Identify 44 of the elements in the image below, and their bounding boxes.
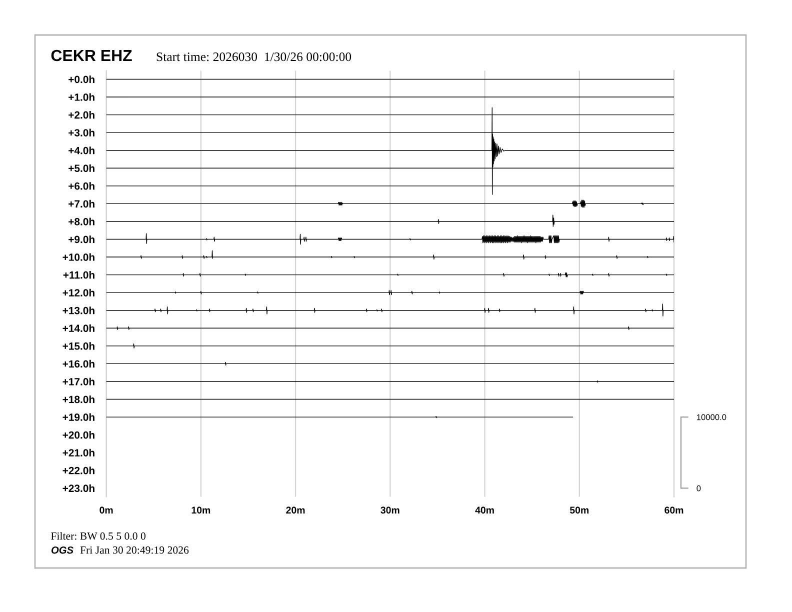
y-tick-label: +10.0h [62, 253, 94, 261]
x-tick-label: 50m [570, 506, 589, 514]
text: Filter: BW 0.5 5 0.0 0 [51, 532, 146, 540]
text: OGS [51, 546, 74, 554]
y-tick-label: +22.0h [62, 466, 94, 474]
y-tick-label: +1.0h [68, 93, 94, 101]
y-tick-label: +9.0h [68, 235, 94, 244]
y2-tick-label: 0 [696, 485, 701, 492]
line-series [106, 250, 674, 260]
text: Fri Jan 30 20:49:19 2026 [80, 546, 189, 554]
x-tick-label: 30m [380, 506, 400, 514]
y-tick-label: +16.0h [62, 360, 94, 368]
y-tick-label: +13.0h [62, 306, 94, 314]
x-tick-label: 20m [286, 506, 305, 514]
y-tick-label: +2.0h [68, 111, 94, 119]
y-tick-label: +23.0h [62, 484, 94, 492]
x-tick-label: 10m [192, 506, 210, 514]
line-series [106, 214, 674, 227]
x-tick-label: 0m [100, 506, 113, 514]
chart-title: CEKR EHZ [51, 50, 132, 62]
y-tick-label: +12.0h [62, 288, 94, 296]
y-tick-label: +6.0h [68, 182, 94, 190]
x-tick-label: 40m [475, 506, 494, 514]
line-series [106, 233, 674, 245]
y-tick-label: +5.0h [68, 164, 94, 172]
line-series [106, 200, 674, 208]
y-tick-label: +11.0h [63, 271, 94, 279]
y-tick-label: +19.0h [62, 413, 94, 421]
y-tick-label: +14.0h [62, 324, 94, 332]
y-tick-label: +21.0h [62, 448, 94, 456]
y-tick-label: +17.0h [62, 378, 94, 386]
y-tick-label: +8.0h [68, 218, 94, 226]
y-tick-label: +15.0h [62, 342, 94, 350]
y-tick-label: +20.0h [62, 431, 94, 439]
y-tick-label: +0.0h [68, 75, 94, 84]
y-tick-label: +18.0h [62, 395, 94, 404]
line-series [106, 107, 674, 195]
y-tick-label: +4.0h [68, 146, 94, 154]
chart-subtitle: Start time: 2026030 1/30/26 00:00:00 [156, 52, 352, 62]
y-tick-label: +3.0h [68, 128, 94, 136]
line-series [106, 304, 674, 316]
y-tick-label: +7.0h [68, 200, 94, 208]
y2-tick-label: 10000.0 [696, 414, 726, 420]
x-tick-label: 60m [664, 506, 684, 514]
